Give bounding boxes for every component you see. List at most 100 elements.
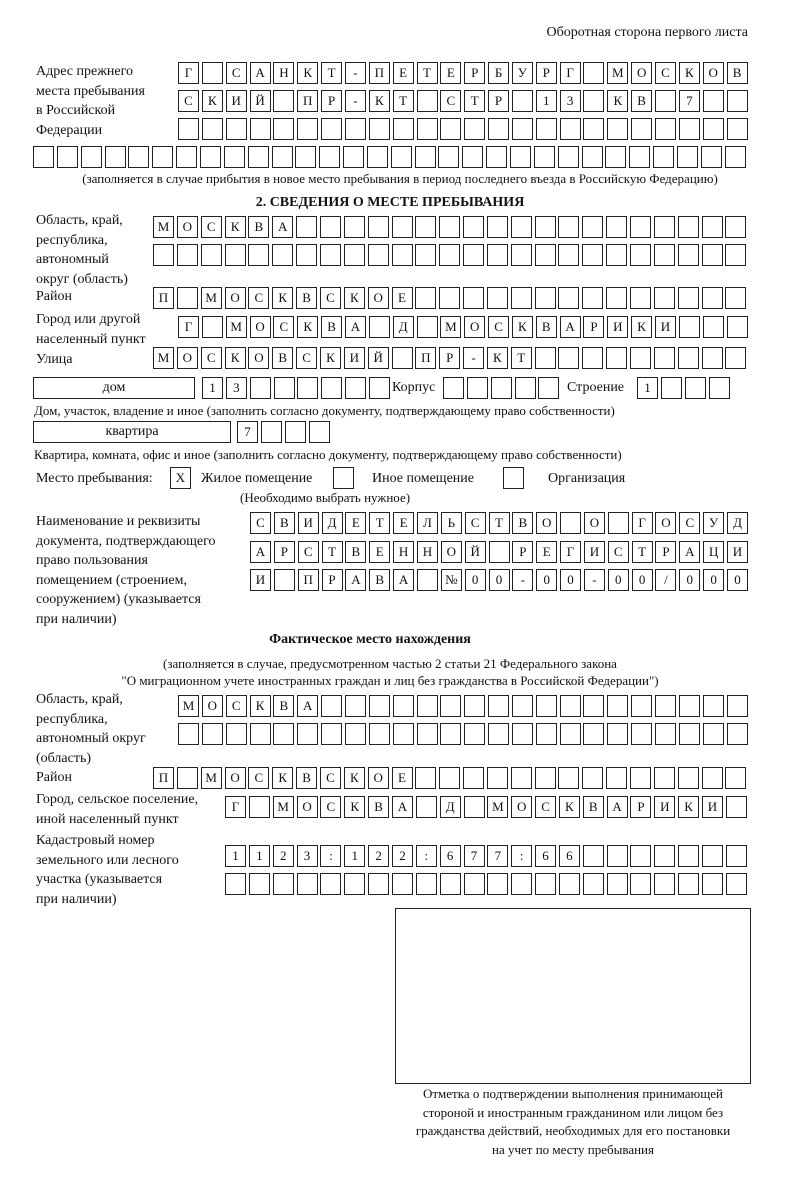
char-cell[interactable] <box>606 873 628 895</box>
char-cell[interactable] <box>415 216 437 238</box>
char-cell[interactable]: О <box>176 216 198 238</box>
char-cell[interactable] <box>702 695 724 717</box>
char-cell[interactable]: А <box>391 796 413 818</box>
char-cell[interactable] <box>463 287 485 309</box>
char-cell[interactable] <box>368 377 390 399</box>
char-cell[interactable]: Р <box>321 90 343 112</box>
char-cell[interactable] <box>321 118 343 140</box>
char-cell[interactable] <box>152 146 174 168</box>
char-cell[interactable]: 7 <box>487 845 509 867</box>
char-cell[interactable] <box>534 216 556 238</box>
char-cell[interactable]: К <box>607 90 629 112</box>
char-cell[interactable] <box>726 90 748 112</box>
char-cell[interactable] <box>511 118 533 140</box>
char-cell[interactable] <box>368 723 390 745</box>
char-cell[interactable]: У <box>511 62 533 84</box>
char-cell[interactable]: Р <box>512 541 534 563</box>
char-cell[interactable] <box>655 118 676 140</box>
char-cell[interactable] <box>33 146 54 168</box>
char-cell[interactable] <box>724 146 746 168</box>
char-cell[interactable] <box>582 845 604 867</box>
char-cell[interactable] <box>486 216 508 238</box>
char-cell[interactable] <box>343 216 365 238</box>
char-cell[interactable]: 2 <box>272 845 294 867</box>
char-cell[interactable]: 6 <box>558 845 580 867</box>
char-cell[interactable] <box>390 146 412 168</box>
char-cell[interactable]: А <box>559 316 581 338</box>
char-cell[interactable] <box>249 377 271 399</box>
char-cell[interactable]: 3 <box>296 845 318 867</box>
char-cell[interactable] <box>487 873 509 895</box>
char-cell[interactable] <box>176 146 198 168</box>
char-cell[interactable]: 1 <box>637 377 658 399</box>
char-cell[interactable]: Р <box>439 347 461 369</box>
char-cell[interactable]: О <box>249 316 271 338</box>
char-cell[interactable]: О <box>367 287 389 309</box>
char-cell[interactable]: Й <box>464 541 486 563</box>
char-cell[interactable]: Р <box>630 796 652 818</box>
char-cell[interactable]: И <box>297 512 319 534</box>
char-cell[interactable]: О <box>464 316 486 338</box>
char-cell[interactable] <box>201 62 223 84</box>
char-cell[interactable]: С <box>250 512 271 534</box>
char-cell[interactable] <box>273 118 295 140</box>
char-cell[interactable]: Р <box>655 541 677 563</box>
char-cell[interactable]: А <box>272 216 294 238</box>
char-cell[interactable]: К <box>368 90 390 112</box>
char-cell[interactable] <box>511 873 533 895</box>
char-cell[interactable]: О <box>224 287 246 309</box>
char-cell[interactable] <box>225 118 247 140</box>
char-cell[interactable]: Т <box>416 62 438 84</box>
char-cell[interactable]: П <box>297 569 319 591</box>
char-cell[interactable]: Ь <box>440 512 462 534</box>
char-cell[interactable]: 6 <box>439 845 461 867</box>
char-cell[interactable]: К <box>631 316 653 338</box>
char-cell[interactable] <box>535 118 557 140</box>
char-cell[interactable] <box>534 287 556 309</box>
char-cell[interactable] <box>559 723 581 745</box>
char-cell[interactable] <box>725 873 747 895</box>
char-cell[interactable] <box>726 118 748 140</box>
char-cell[interactable]: 2 <box>368 845 390 867</box>
char-cell[interactable] <box>654 873 676 895</box>
char-cell[interactable] <box>415 287 437 309</box>
char-cell[interactable] <box>153 244 174 266</box>
char-cell[interactable] <box>655 90 676 112</box>
char-cell[interactable] <box>582 216 604 238</box>
char-cell[interactable] <box>201 316 223 338</box>
char-cell[interactable] <box>678 118 700 140</box>
char-cell[interactable]: О <box>224 767 246 789</box>
house-type-field[interactable]: дом <box>33 377 195 399</box>
char-cell[interactable]: С <box>440 90 462 112</box>
char-cell[interactable] <box>677 347 699 369</box>
char-cell[interactable]: В <box>631 90 653 112</box>
char-cell[interactable] <box>677 216 699 238</box>
char-cell[interactable] <box>297 723 319 745</box>
char-cell[interactable]: : <box>511 845 533 867</box>
char-cell[interactable]: О <box>655 512 677 534</box>
char-cell[interactable] <box>366 146 388 168</box>
char-cell[interactable] <box>534 347 556 369</box>
char-cell[interactable] <box>583 723 605 745</box>
char-cell[interactable] <box>201 118 223 140</box>
char-cell[interactable]: Г <box>225 796 246 818</box>
char-cell[interactable] <box>297 118 319 140</box>
char-cell[interactable]: Р <box>535 62 557 84</box>
char-cell[interactable] <box>558 873 580 895</box>
char-cell[interactable] <box>660 377 682 399</box>
char-cell[interactable] <box>559 118 581 140</box>
char-cell[interactable] <box>463 767 485 789</box>
char-cell[interactable] <box>344 118 366 140</box>
char-cell[interactable]: 6 <box>535 845 557 867</box>
char-cell[interactable] <box>319 146 341 168</box>
char-cell[interactable] <box>320 873 342 895</box>
char-cell[interactable]: Р <box>273 541 295 563</box>
char-cell[interactable]: Е <box>536 541 558 563</box>
char-cell[interactable] <box>606 845 628 867</box>
char-cell[interactable] <box>367 216 389 238</box>
char-cell[interactable] <box>463 244 485 266</box>
char-cell[interactable]: С <box>679 512 701 534</box>
char-cell[interactable] <box>607 695 629 717</box>
char-cell[interactable]: Р <box>488 90 510 112</box>
char-cell[interactable]: С <box>464 512 486 534</box>
